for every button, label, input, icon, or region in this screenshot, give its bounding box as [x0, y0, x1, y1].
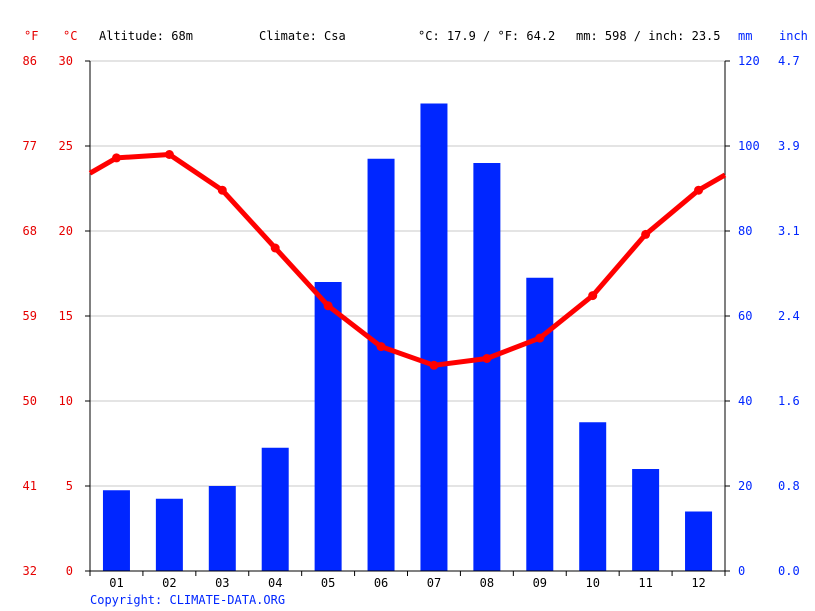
precipitation-bar: [261, 447, 289, 571]
temperature-point: [429, 360, 439, 370]
y-tick-inch: 0.0: [778, 564, 800, 578]
unit-celsius-label: °C: [63, 29, 77, 43]
precipitation-bar: [367, 158, 395, 571]
precipitation-bars: [102, 103, 713, 571]
temperature-point: [694, 185, 704, 195]
x-tick-label: 05: [321, 576, 335, 590]
temperature-point: [535, 333, 545, 343]
tick-labels: 32 0 0 0.0 41 5 20 0.8 50 10 40 1.6 59 15 60 2.4 68 20 80 3…: [23, 54, 800, 590]
temperature-point: [164, 150, 174, 159]
y-tick-fahrenheit: 32: [23, 564, 37, 578]
x-tick-label: 10: [585, 576, 599, 590]
y-tick-inch: 3.1: [778, 224, 800, 238]
x-tick-label: 01: [109, 576, 123, 590]
precipitation-bar: [155, 498, 183, 571]
y-tick-celsius: 15: [59, 309, 73, 323]
y-tick-fahrenheit: 68: [23, 224, 37, 238]
y-tick-fahrenheit: 50: [23, 394, 37, 408]
altitude-label: Altitude: 68m: [99, 29, 193, 43]
precipitation-total-label: mm: 598 / inch: 23.5: [576, 29, 721, 43]
y-tick-mm: 40: [738, 394, 752, 408]
y-tick-celsius: 0: [66, 564, 73, 578]
unit-mm-label: mm: [738, 29, 752, 43]
temperature-point: [376, 342, 386, 352]
x-tick-label: 11: [638, 576, 652, 590]
unit-fahrenheit-label: °F: [24, 29, 38, 43]
y-tick-celsius: 20: [59, 224, 73, 238]
precipitation-bar: [208, 486, 236, 571]
x-tick-label: 07: [427, 576, 441, 590]
y-tick-fahrenheit: 86: [23, 54, 37, 68]
y-tick-mm: 80: [738, 224, 752, 238]
y-tick-inch: 2.4: [778, 309, 800, 323]
unit-inch-label: inch: [779, 29, 808, 43]
y-tick-inch: 0.8: [778, 479, 800, 493]
x-tick-label: 09: [533, 576, 547, 590]
axes: [85, 60, 730, 576]
precipitation-bar: [579, 422, 607, 571]
y-tick-celsius: 30: [59, 54, 73, 68]
header: °F °C Altitude: 68m Climate: Csa °C: 17.…: [24, 29, 808, 43]
x-tick-label: 02: [162, 576, 176, 590]
y-tick-mm: 0: [738, 564, 745, 578]
precipitation-bar: [102, 490, 130, 571]
precipitation-bar: [526, 277, 554, 571]
gridlines: [90, 60, 725, 487]
y-tick-fahrenheit: 77: [23, 139, 37, 153]
y-tick-celsius: 5: [66, 479, 73, 493]
y-tick-fahrenheit: 59: [23, 309, 37, 323]
precipitation-bar: [473, 163, 501, 571]
climate-label: Climate: Csa: [259, 29, 346, 43]
temperature-point: [217, 185, 227, 195]
y-tick-mm: 120: [738, 54, 760, 68]
temperature-line-path: [88, 152, 727, 368]
precipitation-bar: [314, 282, 342, 571]
x-tick-label: 06: [374, 576, 388, 590]
precipitation-bar: [420, 103, 448, 571]
y-tick-celsius: 10: [59, 394, 73, 408]
y-tick-inch: 3.9: [778, 139, 800, 153]
temperature-point: [270, 243, 280, 253]
y-tick-mm: 100: [738, 139, 760, 153]
temperature-point: [588, 291, 598, 301]
y-tick-inch: 4.7: [778, 54, 800, 68]
y-tick-inch: 1.6: [778, 394, 800, 408]
temperature-point: [482, 354, 492, 363]
y-tick-fahrenheit: 41: [23, 479, 37, 493]
copyright-label: Copyright: CLIMATE-DATA.ORG: [90, 593, 285, 607]
average-temperature-label: °C: 17.9 / °F: 64.2: [418, 29, 555, 43]
temperature-point: [641, 229, 651, 239]
y-tick-mm: 60: [738, 309, 752, 323]
temperature-point: [111, 153, 121, 163]
x-tick-label: 08: [480, 576, 494, 590]
temperature-line: [88, 150, 727, 370]
precipitation-bar: [632, 469, 660, 571]
precipitation-bar: [685, 511, 713, 571]
x-tick-label: 03: [215, 576, 229, 590]
x-tick-label: 04: [268, 576, 282, 590]
x-tick-label: 12: [691, 576, 705, 590]
temperature-point: [323, 301, 333, 311]
y-tick-celsius: 25: [59, 139, 73, 153]
y-tick-mm: 20: [738, 479, 752, 493]
